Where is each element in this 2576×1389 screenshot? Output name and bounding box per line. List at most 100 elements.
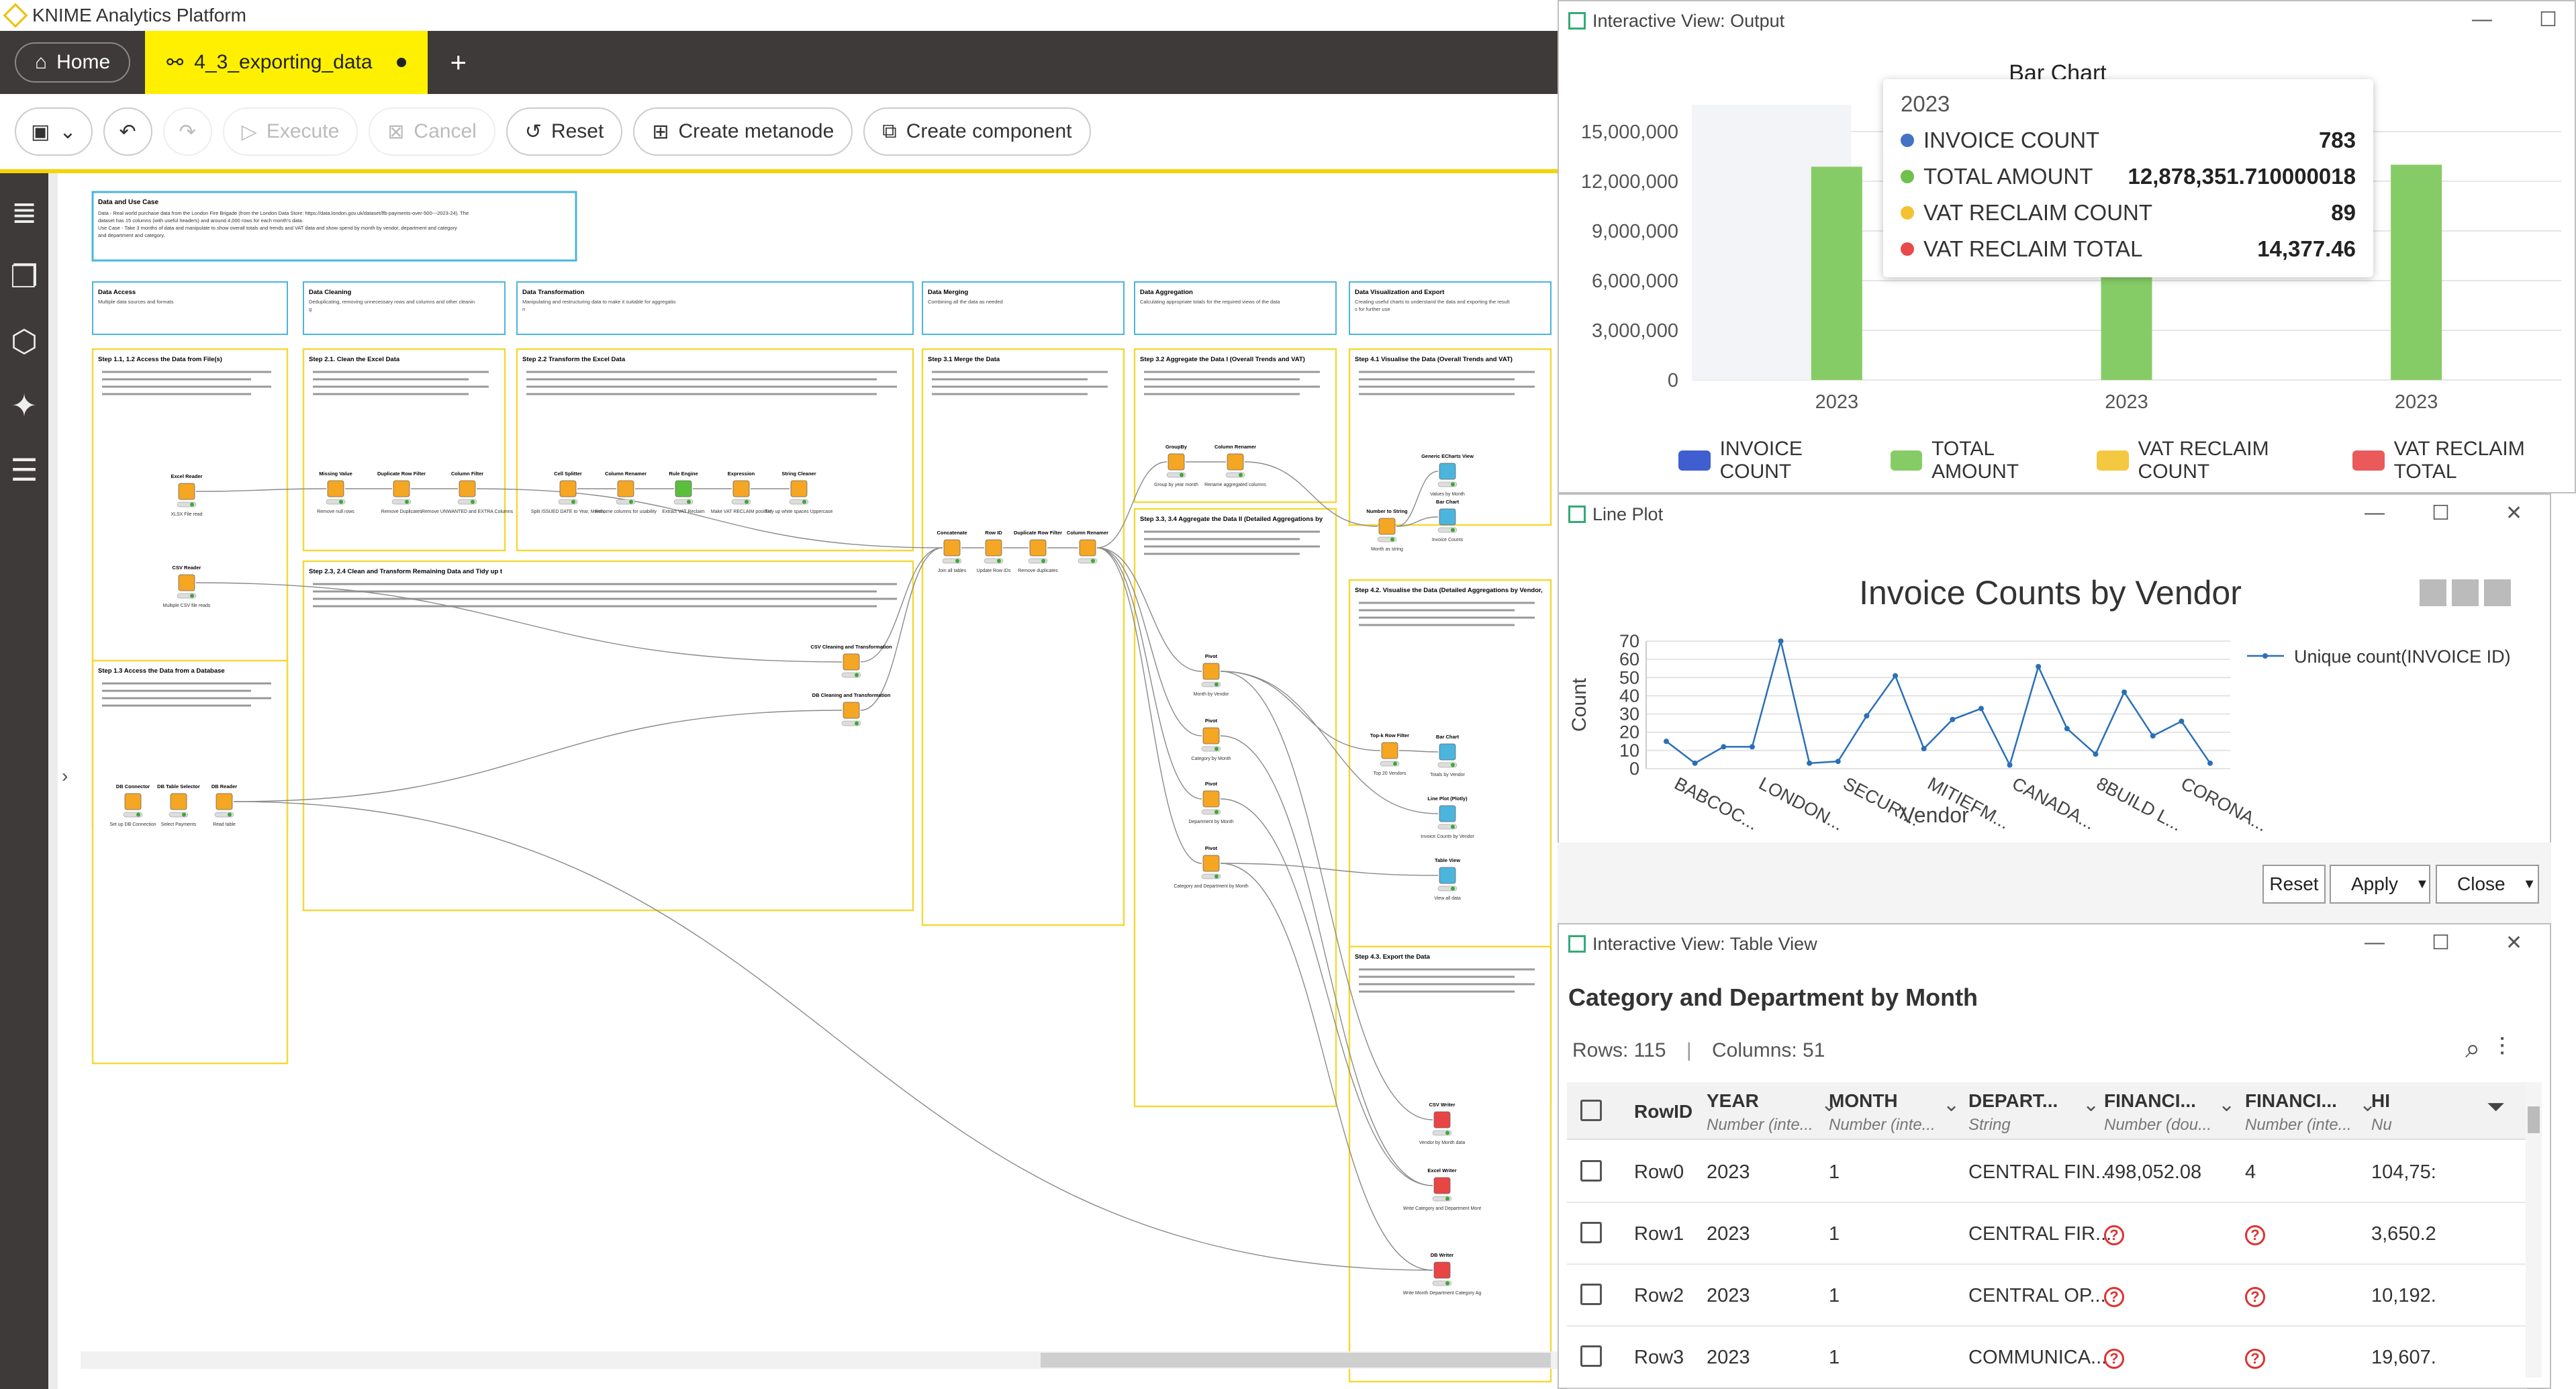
workflow-node[interactable]: DB Writer Write Month Department Category… xyxy=(1403,1252,1482,1296)
node-icon[interactable] xyxy=(732,480,750,497)
step-annotation[interactable] xyxy=(1348,945,1552,1383)
menu-icon[interactable] xyxy=(2484,579,2511,606)
data-point[interactable] xyxy=(1692,760,1698,766)
data-point[interactable] xyxy=(2064,726,2070,732)
minimize-icon[interactable]: — xyxy=(2365,501,2385,524)
column-header[interactable]: RowID xyxy=(1634,1101,1693,1122)
data-point[interactable] xyxy=(2207,760,2213,766)
column-sort-chevron-icon[interactable]: ⌄ xyxy=(2083,1094,2100,1116)
maximize-icon[interactable]: ☐ xyxy=(2432,502,2450,524)
data-point[interactable] xyxy=(1664,738,1669,745)
node-icon[interactable] xyxy=(178,574,195,591)
legend-label[interactable]: VAT RECLAIM TOTAL xyxy=(2393,438,2525,483)
node-icon[interactable] xyxy=(1439,867,1456,884)
node-icon[interactable] xyxy=(843,653,860,671)
maximize-icon[interactable]: ☐ xyxy=(2432,932,2450,954)
new-tab-plus-icon[interactable]: + xyxy=(450,46,467,78)
column-header[interactable]: YEAR Number (inte... xyxy=(1707,1090,1813,1134)
column-header[interactable]: DEPART... String xyxy=(1968,1090,2058,1134)
data-point[interactable] xyxy=(1978,706,1984,712)
close-icon[interactable]: ✕ xyxy=(2506,502,2523,524)
node-connection[interactable] xyxy=(1220,735,1433,1186)
node-icon[interactable] xyxy=(216,793,233,810)
node-icon[interactable] xyxy=(985,539,1002,557)
node-connection[interactable] xyxy=(860,547,943,663)
node-icon[interactable] xyxy=(1227,453,1244,471)
stage-annotation[interactable] xyxy=(922,281,1125,335)
node-connection[interactable] xyxy=(1220,671,1439,814)
undo-button[interactable]: ↶ xyxy=(103,107,152,156)
node-icon[interactable] xyxy=(393,480,410,497)
data-point[interactable] xyxy=(2093,751,2099,757)
workflow-node[interactable]: CSV Cleaning and Transformation xyxy=(810,644,892,678)
workflow-node[interactable]: Column Renamer Rename aggregated columns xyxy=(1204,444,1266,487)
node-icon[interactable] xyxy=(1202,663,1220,680)
node-connection[interactable] xyxy=(1220,671,1433,1120)
close-button[interactable]: Close ▼ xyxy=(2436,865,2539,904)
node-connection[interactable] xyxy=(1096,547,1202,800)
column-sort-chevron-icon[interactable]: ⌄ xyxy=(2359,1094,2377,1116)
node-icon[interactable] xyxy=(1439,743,1456,761)
node-connection[interactable] xyxy=(1220,798,1433,1186)
workflow-node[interactable]: Expression Make VAT RECLAIM positive xyxy=(711,471,771,514)
redo-button[interactable]: ↷ xyxy=(162,107,212,156)
data-point[interactable] xyxy=(1893,673,1899,679)
node-icon[interactable] xyxy=(327,480,344,497)
workflow-node[interactable]: CSV Reader Multiple CSV file reads xyxy=(163,565,211,608)
legend-label[interactable]: TOTAL AMOUNT xyxy=(1931,438,2019,483)
data-point[interactable] xyxy=(2179,718,2185,724)
bar[interactable] xyxy=(1811,166,1862,380)
legend-label[interactable]: Unique count(INVOICE ID) xyxy=(2294,646,2511,667)
close-icon[interactable]: ✕ xyxy=(2506,932,2523,954)
workflow-node[interactable]: Column Filter Remove UNWANTED and EXTRA C… xyxy=(422,471,514,514)
kai-assistant-icon[interactable]: ✦ xyxy=(11,388,38,423)
node-icon[interactable] xyxy=(1202,790,1220,808)
node-monitor-icon[interactable]: ☰ xyxy=(10,452,38,487)
node-icon[interactable] xyxy=(559,480,577,497)
row-checkbox[interactable] xyxy=(1580,1222,1602,1243)
node-connection[interactable] xyxy=(1096,547,1202,672)
node-connection[interactable] xyxy=(195,488,327,492)
home-tab[interactable]: ⌂ Home xyxy=(15,42,131,83)
node-icon[interactable] xyxy=(1202,855,1220,872)
table-row[interactable]: Row3 2023 1 COMMUNICA...?? 19,607. xyxy=(1567,1327,2527,1388)
column-header[interactable]: FINANCI... Number (inte... xyxy=(2245,1090,2352,1134)
data-point[interactable] xyxy=(2007,762,2013,768)
node-icon[interactable] xyxy=(1433,1261,1451,1279)
workflow-node[interactable]: CSV Writer Vendor by Month data xyxy=(1419,1102,1466,1145)
legend-label[interactable]: INVOICE COUNT xyxy=(1719,438,1803,483)
workflow-node[interactable]: DB Connector Set up DB Connection xyxy=(109,783,156,827)
row-checkbox[interactable] xyxy=(1580,1160,1602,1182)
workflow-node[interactable]: Generic ECharts View Values by Month xyxy=(1421,453,1474,497)
node-connection[interactable] xyxy=(1396,516,1439,527)
node-connection[interactable] xyxy=(1220,863,1439,876)
node-icon[interactable] xyxy=(1167,453,1185,471)
data-point[interactable] xyxy=(1835,759,1841,765)
data-point[interactable] xyxy=(1749,744,1755,750)
node-connection[interactable] xyxy=(233,801,1433,1271)
node-icon[interactable] xyxy=(1079,539,1096,557)
cancel-button[interactable]: ⊠ Cancel xyxy=(369,107,495,156)
apply-dropdown-icon[interactable]: ▼ xyxy=(2416,876,2429,892)
workflow-node[interactable]: Top-k Row Filter Top 20 Vendors xyxy=(1370,732,1409,776)
workflow-node[interactable]: Table View View all data xyxy=(1434,857,1461,901)
data-point[interactable] xyxy=(2036,664,2042,669)
workflow-diagram[interactable]: Data and Use Case Data - Real world purch… xyxy=(67,173,1558,1389)
workflow-node[interactable]: Duplicate Row Filter Remove duplicates xyxy=(1014,530,1062,573)
table-row[interactable]: Row1 2023 1 CENTRAL FIR...?? 3,650.2 xyxy=(1567,1203,2527,1265)
legend-swatch[interactable] xyxy=(2352,450,2385,471)
node-connection[interactable] xyxy=(1398,750,1439,753)
workflow-node[interactable]: Column Renamer Rename columns for usabili… xyxy=(595,471,657,514)
apply-button[interactable]: Apply ▼ xyxy=(2330,865,2430,904)
node-icon[interactable] xyxy=(1378,518,1396,535)
workflow-node[interactable]: DB Reader Read table xyxy=(211,783,237,827)
data-point[interactable] xyxy=(1721,744,1727,750)
column-sort-chevron-icon[interactable]: ⌄ xyxy=(2218,1094,2236,1116)
step-annotation[interactable] xyxy=(302,348,506,552)
usecase-annotation[interactable] xyxy=(91,191,577,262)
node-icon[interactable] xyxy=(178,483,195,500)
node-icon[interactable] xyxy=(1439,463,1456,480)
reset-view-button[interactable]: Reset xyxy=(2262,865,2326,904)
workflow-node[interactable]: Bar Chart Invoice Counts xyxy=(1432,499,1464,542)
node-connection[interactable] xyxy=(1096,547,1202,864)
